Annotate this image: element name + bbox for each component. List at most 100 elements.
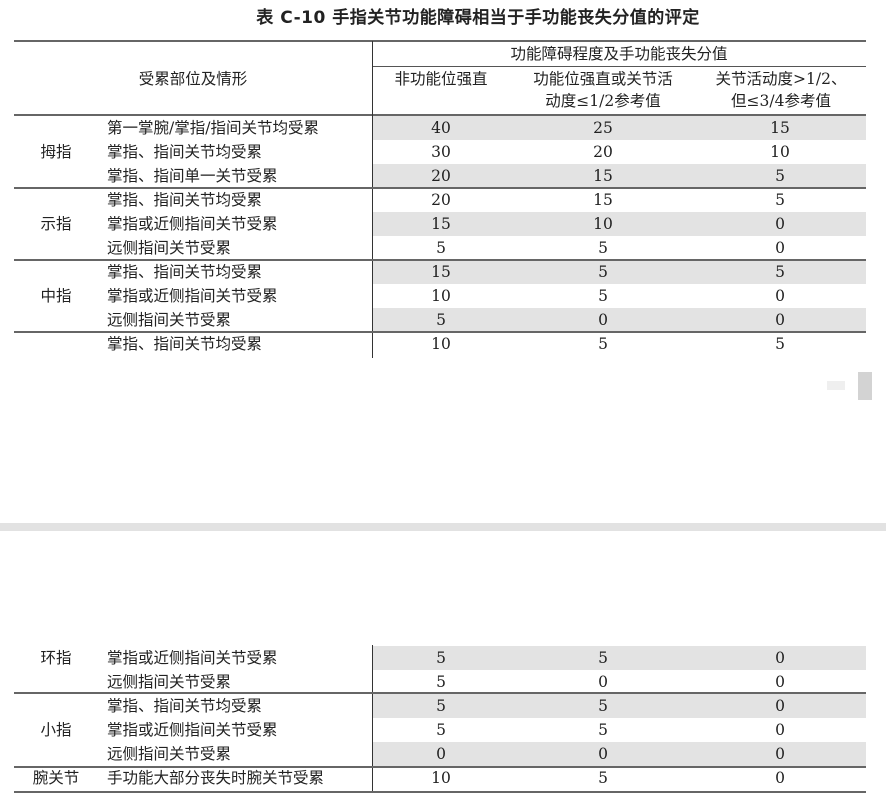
item-label: 掌指或近侧指间关节受累 <box>107 215 278 233</box>
value-cell-col3: 0 <box>775 673 785 691</box>
value-cell-col2: 5 <box>598 649 608 667</box>
row-shading <box>373 212 866 236</box>
header-col1: 非功能位强直 <box>394 70 488 88</box>
header-col2: 功能位强直或关节活 动度≤1/2参考值 <box>513 68 693 112</box>
value-cell-col3: 0 <box>775 649 785 667</box>
header-col3-line2: 但≤3/4参考值 <box>731 92 831 110</box>
value-cell-col2: 5 <box>598 263 608 281</box>
finger-group-label: 环指 <box>40 649 72 667</box>
value-cell-col1: 10 <box>431 769 451 787</box>
value-cell-col1: 10 <box>431 335 451 353</box>
table-bottom-rule <box>14 791 866 793</box>
value-cell-col2: 15 <box>593 167 613 185</box>
finger-group-label: 示指 <box>40 215 72 233</box>
value-cell-col1: 5 <box>436 311 446 329</box>
row-shading <box>373 116 866 140</box>
header-group-rule <box>372 66 866 67</box>
value-cell-col1: 5 <box>436 649 446 667</box>
group-rule <box>14 187 866 189</box>
value-cell-col1: 5 <box>436 697 446 715</box>
value-cell-col2: 5 <box>598 335 608 353</box>
item-label: 远侧指间关节受累 <box>107 239 232 257</box>
row-shading <box>373 164 866 188</box>
group-rule <box>14 692 866 694</box>
header-col3: 关节活动度>1/2、 但≤3/4参考值 <box>696 68 866 112</box>
item-label: 掌指或近侧指间关节受累 <box>107 287 278 305</box>
value-cell-col2: 5 <box>598 239 608 257</box>
value-cell-col3: 0 <box>775 215 785 233</box>
item-label: 掌指或近侧指间关节受累 <box>107 721 278 739</box>
row-shading <box>373 742 866 766</box>
value-cell-col3: 0 <box>775 745 785 763</box>
column-divider <box>372 41 373 358</box>
value-cell-col2: 20 <box>593 143 613 161</box>
item-label: 手功能大部分丧失时腕关节受累 <box>107 769 325 787</box>
value-cell-col3: 5 <box>775 335 785 353</box>
value-cell-col1: 15 <box>431 215 451 233</box>
group-rule <box>14 259 866 261</box>
header-col2-line2: 动度≤1/2参考值 <box>545 92 661 110</box>
item-label: 远侧指间关节受累 <box>107 745 232 763</box>
value-cell-col2: 10 <box>593 215 613 233</box>
value-cell-col3: 15 <box>770 119 790 137</box>
header-col3-line1: 关节活动度>1/2、 <box>715 70 847 88</box>
scroll-thumb[interactable] <box>858 372 872 400</box>
header-bottom-rule <box>14 114 866 116</box>
item-label: 远侧指间关节受累 <box>107 311 232 329</box>
value-cell-col1: 5 <box>436 673 446 691</box>
value-cell-col2: 5 <box>598 697 608 715</box>
row-shading <box>373 694 866 718</box>
value-cell-col2: 5 <box>598 287 608 305</box>
finger-group-label: 小指 <box>40 721 72 739</box>
page-artifact <box>827 381 845 390</box>
group-rule <box>14 331 866 333</box>
value-cell-col1: 20 <box>431 191 451 209</box>
item-label: 掌指、指间单一关节受累 <box>107 167 278 185</box>
value-cell-col2: 5 <box>598 721 608 739</box>
row-shading <box>373 308 866 332</box>
item-label: 掌指或近侧指间关节受累 <box>107 649 278 667</box>
value-cell-col3: 5 <box>775 263 785 281</box>
value-cell-col3: 0 <box>775 239 785 257</box>
table-title: 表 C-10 手指关节功能障碍相当于手功能丧失分值的评定 <box>256 8 700 28</box>
value-cell-col1: 40 <box>431 119 451 137</box>
value-cell-col2: 15 <box>593 191 613 209</box>
header-left: 受累部位及情形 <box>138 70 248 88</box>
item-label: 掌指、指间关节均受累 <box>107 335 263 353</box>
item-label: 远侧指间关节受累 <box>107 673 232 691</box>
value-cell-col2: 0 <box>598 673 608 691</box>
value-cell-col1: 5 <box>436 721 446 739</box>
value-cell-col1: 5 <box>436 239 446 257</box>
item-label: 掌指、指间关节均受累 <box>107 697 263 715</box>
value-cell-col3: 10 <box>770 143 790 161</box>
finger-group-label: 中指 <box>40 287 72 305</box>
column-divider-lower <box>372 645 373 792</box>
value-cell-col3: 0 <box>775 311 785 329</box>
value-cell-col3: 5 <box>775 167 785 185</box>
value-cell-col2: 5 <box>598 769 608 787</box>
value-cell-col3: 0 <box>775 697 785 715</box>
finger-group-label: 腕关节 <box>32 769 80 787</box>
value-cell-col3: 5 <box>775 191 785 209</box>
item-label: 掌指、指间关节均受累 <box>107 143 263 161</box>
value-cell-col1: 30 <box>431 143 451 161</box>
value-cell-col2: 0 <box>598 745 608 763</box>
value-cell-col3: 0 <box>775 721 785 739</box>
value-cell-col2: 0 <box>598 311 608 329</box>
value-cell-col3: 0 <box>775 287 785 305</box>
item-label: 掌指、指间关节均受累 <box>107 263 263 281</box>
value-cell-col1: 15 <box>431 263 451 281</box>
value-cell-col1: 0 <box>436 745 446 763</box>
value-cell-col3: 0 <box>775 769 785 787</box>
header-col2-line1: 功能位强直或关节活 <box>533 70 673 88</box>
page-separator <box>0 523 886 531</box>
value-cell-col1: 10 <box>431 287 451 305</box>
table-top-rule <box>14 40 866 42</box>
group-rule <box>14 766 866 768</box>
item-label: 掌指、指间关节均受累 <box>107 191 263 209</box>
value-cell-col1: 20 <box>431 167 451 185</box>
header-group: 功能障碍程度及手功能丧失分值 <box>510 45 728 63</box>
value-cell-col2: 25 <box>593 119 613 137</box>
item-label: 第一掌腕/掌指/指间关节均受累 <box>107 119 319 137</box>
row-shading <box>373 260 866 284</box>
